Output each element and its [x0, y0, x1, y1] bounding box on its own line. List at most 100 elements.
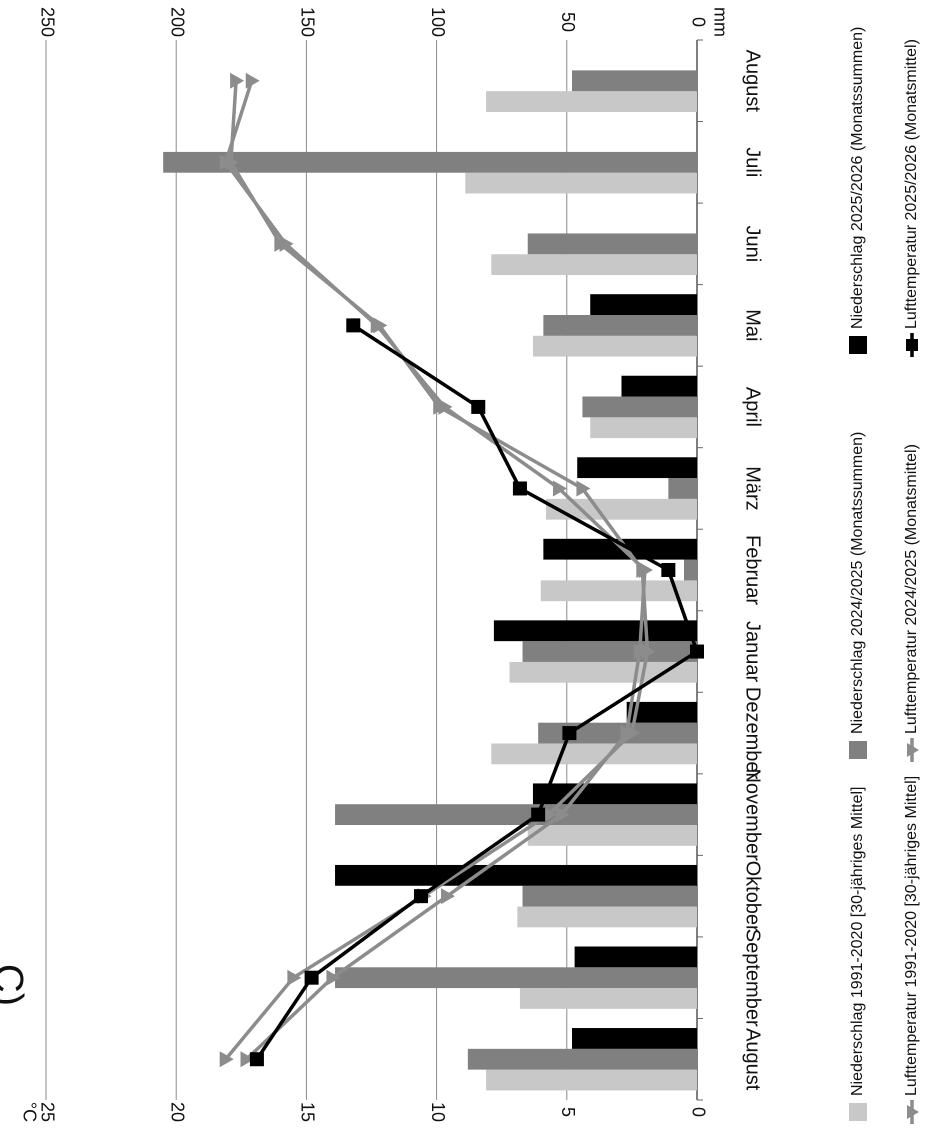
data-point: [471, 399, 486, 414]
data-point: [555, 806, 570, 823]
data-point: [661, 563, 676, 577]
legend-label: Lufttemperatur 2025/2026 (Monatsmittel): [903, 39, 920, 329]
data-point: [576, 480, 591, 497]
legend-label: Lufttemperatur 2024/2025 (Monatsmittel): [903, 444, 920, 734]
data-point: [287, 969, 302, 986]
category-label: September: [742, 929, 764, 1027]
data-point: [441, 888, 456, 905]
data-point: [249, 1052, 264, 1067]
category-label: August: [742, 1028, 764, 1091]
bar: [486, 91, 697, 112]
category-label: Januar: [742, 621, 764, 682]
data-point: [512, 481, 527, 496]
bar: [572, 1028, 697, 1049]
category-label: Oktober: [742, 861, 764, 932]
bar: [621, 375, 697, 397]
bar: [517, 906, 697, 928]
category-label: Mai: [742, 309, 764, 341]
precip-tick-label: 250: [37, 7, 57, 37]
bar: [532, 783, 697, 805]
bar: [545, 498, 697, 520]
bar: [491, 743, 697, 765]
category-label: Juni: [742, 225, 764, 262]
data-point: [638, 562, 653, 578]
bar: [527, 825, 697, 846]
bar: [668, 478, 697, 499]
data-point: [219, 1051, 234, 1068]
precip-tick-labels: 0 50 100 150 200 250 mm: [37, 7, 730, 37]
data-point: [438, 398, 453, 415]
temp-tick-labels: 0 5 10 15 20 25°C: [19, 1102, 708, 1122]
precip-tick-label: 0: [688, 17, 708, 27]
bar: [590, 417, 697, 439]
data-point: [304, 970, 319, 985]
bar: [522, 641, 697, 662]
bar: [582, 396, 697, 418]
temperature-series: [219, 72, 653, 1068]
bar: [493, 620, 697, 642]
bar: [163, 151, 697, 173]
precip-tick-label: 200: [167, 7, 187, 37]
legend-marker: [906, 339, 918, 351]
legend-item: Lufttemperatur 1991-2020 [30-jähriges Mi…: [903, 776, 920, 1124]
bar: [527, 233, 697, 255]
data-point: [562, 726, 577, 741]
temp-tick-label: 25: [37, 1102, 57, 1122]
precip-unit-label: mm: [710, 7, 730, 37]
data-point: [326, 969, 341, 986]
legend-item: Niederschlag 2025/2026 (Monatssummen): [849, 27, 867, 354]
legend-item: Lufttemperatur 2024/2025 (Monatsmittel): [903, 444, 920, 762]
data-point: [552, 480, 567, 497]
grid: [45, 40, 698, 1100]
legend-swatch: [849, 336, 867, 354]
category-label: April: [742, 387, 764, 427]
temp-tick-label: 5: [558, 1107, 578, 1117]
bar: [540, 580, 697, 602]
legend-marker: [907, 743, 919, 757]
data-point: [240, 1051, 255, 1068]
bar: [335, 864, 697, 886]
category-ticks: [697, 39, 703, 1101]
legend-marker: [907, 1105, 919, 1119]
bar: [509, 661, 697, 683]
data-point: [370, 317, 385, 334]
legend-label: Lufttemperatur 1991-2020 [30-jähriges Mi…: [903, 776, 920, 1096]
bar: [572, 70, 697, 92]
bar: [626, 701, 697, 723]
category-label: November: [742, 768, 764, 861]
data-point: [641, 643, 656, 660]
category-label: Februar: [742, 535, 764, 605]
legend-label: Niederschlag 2024/2025 (Monatssummen): [849, 432, 866, 734]
legend-label: Niederschlag 2025/2026 (Monatssummen): [849, 27, 866, 329]
bar: [491, 254, 697, 276]
title-fragment: C): [0, 964, 30, 1006]
bar: [467, 1048, 697, 1070]
data-point: [620, 725, 635, 742]
category-label: Dezember: [742, 687, 764, 780]
legend-label: Niederschlag 1991-2020 [30-jähriges Mitt…: [849, 786, 866, 1096]
bar: [335, 967, 697, 989]
legend-item: Lufttemperatur 2025/2026 (Monatsmittel): [903, 39, 920, 357]
data-point: [230, 72, 245, 89]
legend-item: Niederschlag 1991-2020 [30-jähriges Mitt…: [849, 786, 867, 1121]
bar: [574, 946, 697, 968]
series-line: [255, 323, 699, 1061]
data-point: [219, 154, 234, 171]
data-point: [346, 318, 361, 333]
bar: [538, 722, 697, 744]
bar: [519, 988, 697, 1009]
data-point: [542, 806, 557, 823]
data-point: [531, 807, 546, 822]
precip-tick-label: 50: [558, 12, 578, 32]
bar: [683, 559, 697, 581]
bar: [577, 457, 697, 479]
data-point: [245, 72, 260, 89]
bar-series: [465, 91, 697, 1091]
data-point: [279, 235, 294, 252]
bar: [486, 1069, 697, 1091]
bar-series: [163, 70, 697, 1070]
bar: [335, 804, 697, 826]
temp-tick-label: 20: [167, 1102, 187, 1122]
